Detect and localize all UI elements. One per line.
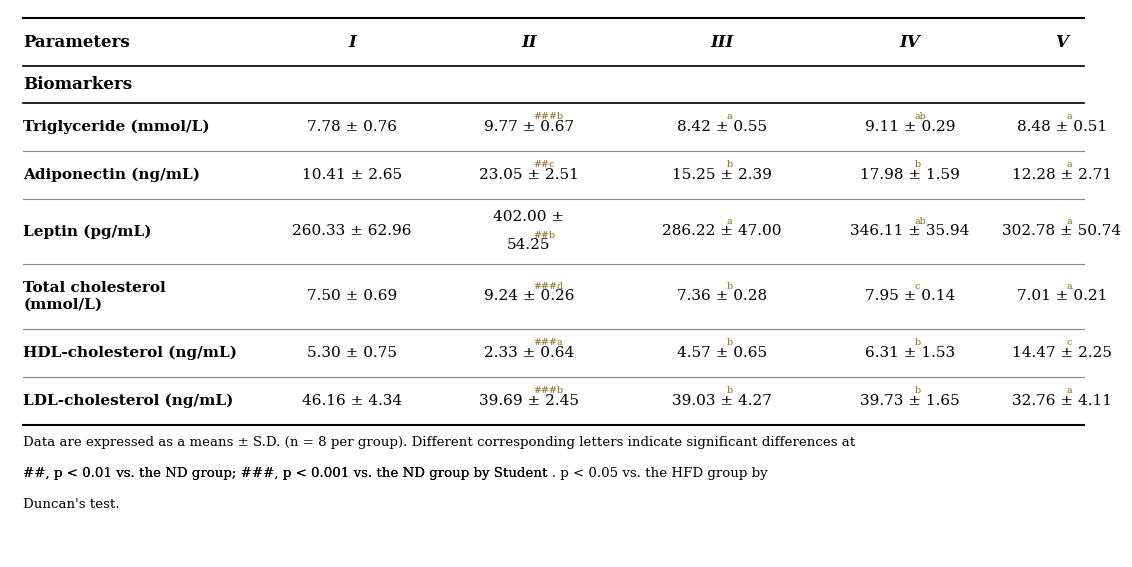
- Text: 39.69 ± 2.45: 39.69 ± 2.45: [479, 393, 578, 408]
- Text: Duncan's test.: Duncan's test.: [24, 498, 120, 511]
- Text: b: b: [727, 338, 732, 347]
- Text: ab: ab: [915, 112, 926, 121]
- Text: a: a: [1066, 386, 1072, 395]
- Text: 402.00 ±: 402.00 ±: [494, 210, 565, 224]
- Text: 39.73 ± 1.65: 39.73 ± 1.65: [860, 393, 960, 408]
- Text: b: b: [727, 160, 732, 170]
- Text: ###a: ###a: [533, 338, 563, 347]
- Text: Leptin (pg/mL): Leptin (pg/mL): [24, 224, 152, 239]
- Text: Parameters: Parameters: [24, 34, 130, 51]
- Text: ###d: ###d: [533, 282, 564, 291]
- Text: 2.33 ± 0.64: 2.33 ± 0.64: [483, 346, 574, 359]
- Text: 346.11 ± 35.94: 346.11 ± 35.94: [850, 225, 970, 238]
- Text: Biomarkers: Biomarkers: [24, 76, 132, 93]
- Text: IV: IV: [900, 34, 920, 51]
- Text: b: b: [915, 386, 920, 395]
- Text: 32.76 ± 4.11: 32.76 ± 4.11: [1012, 393, 1112, 408]
- Text: 54.25: 54.25: [507, 238, 550, 252]
- Text: ##b: ##b: [533, 231, 555, 240]
- Text: a: a: [1066, 112, 1072, 121]
- Text: 12.28 ± 2.71: 12.28 ± 2.71: [1012, 168, 1112, 182]
- Text: 10.41 ± 2.65: 10.41 ± 2.65: [302, 168, 402, 182]
- Text: 302.78 ± 50.74: 302.78 ± 50.74: [1003, 225, 1122, 238]
- Text: 9.11 ± 0.29: 9.11 ± 0.29: [865, 120, 955, 134]
- Text: 7.95 ± 0.14: 7.95 ± 0.14: [865, 289, 955, 303]
- Text: Total cholesterol
(mmol/L): Total cholesterol (mmol/L): [24, 281, 166, 311]
- Text: I: I: [349, 34, 357, 51]
- Text: 39.03 ± 4.27: 39.03 ± 4.27: [672, 393, 772, 408]
- Text: Triglyceride (mmol/L): Triglyceride (mmol/L): [24, 120, 211, 134]
- Text: V: V: [1055, 34, 1069, 51]
- Text: c: c: [1066, 338, 1072, 347]
- Text: 286.22 ± 47.00: 286.22 ± 47.00: [662, 225, 782, 238]
- Text: a: a: [1066, 160, 1072, 170]
- Text: 7.78 ± 0.76: 7.78 ± 0.76: [307, 120, 397, 134]
- Text: 7.01 ± 0.21: 7.01 ± 0.21: [1017, 289, 1107, 303]
- Text: 9.24 ± 0.26: 9.24 ± 0.26: [483, 289, 574, 303]
- Text: 8.48 ± 0.51: 8.48 ± 0.51: [1017, 120, 1107, 134]
- Text: 46.16 ± 4.34: 46.16 ± 4.34: [302, 393, 402, 408]
- Text: b: b: [727, 282, 732, 291]
- Text: II: II: [521, 34, 537, 51]
- Text: 7.50 ± 0.69: 7.50 ± 0.69: [307, 289, 397, 303]
- Text: a: a: [1066, 282, 1072, 291]
- Text: 17.98 ± 1.59: 17.98 ± 1.59: [860, 168, 960, 182]
- Text: b: b: [915, 160, 920, 170]
- Text: ##c: ##c: [533, 160, 555, 170]
- Text: 23.05 ± 2.51: 23.05 ± 2.51: [479, 168, 578, 182]
- Text: III: III: [711, 34, 734, 51]
- Text: 4.57 ± 0.65: 4.57 ± 0.65: [677, 346, 767, 359]
- Text: b: b: [727, 386, 732, 395]
- Text: a: a: [1066, 217, 1072, 226]
- Text: ##, p < 0.01 vs. the ND group; ###, p < 0.001 vs. the ND group by Student t-test: ##, p < 0.01 vs. the ND group; ###, p < …: [24, 467, 804, 480]
- Text: ab: ab: [915, 217, 926, 226]
- Text: 14.47 ± 2.25: 14.47 ± 2.25: [1012, 346, 1112, 359]
- Text: 5.30 ± 0.75: 5.30 ± 0.75: [307, 346, 397, 359]
- Text: 15.25 ± 2.39: 15.25 ± 2.39: [672, 168, 772, 182]
- Text: a: a: [727, 217, 732, 226]
- Text: HDL-cholesterol (ng/mL): HDL-cholesterol (ng/mL): [24, 345, 238, 360]
- Text: ###b: ###b: [533, 112, 564, 121]
- Text: 260.33 ± 62.96: 260.33 ± 62.96: [292, 225, 412, 238]
- Text: c: c: [915, 282, 919, 291]
- Text: 7.36 ± 0.28: 7.36 ± 0.28: [677, 289, 767, 303]
- Text: 9.77 ± 0.67: 9.77 ± 0.67: [483, 120, 574, 134]
- Text: 6.31 ± 1.53: 6.31 ± 1.53: [865, 346, 955, 359]
- Text: 8.42 ± 0.55: 8.42 ± 0.55: [677, 120, 767, 134]
- Text: Data are expressed as a means ± S.D. (n = 8 per group). Different corresponding : Data are expressed as a means ± S.D. (n …: [24, 436, 856, 449]
- Text: ##, p < 0.01 vs. the ND group; ###, p < 0.001 vs. the ND group by Student: ##, p < 0.01 vs. the ND group; ###, p < …: [24, 467, 552, 480]
- Text: ###b: ###b: [533, 386, 564, 395]
- Text: Adiponectin (ng/mL): Adiponectin (ng/mL): [24, 168, 200, 182]
- Text: ##, p < 0.01 vs. the ND group; ###, p < 0.001 vs. the ND group by Student . p < : ##, p < 0.01 vs. the ND group; ###, p < …: [24, 467, 769, 480]
- Text: LDL-cholesterol (ng/mL): LDL-cholesterol (ng/mL): [24, 393, 234, 408]
- Text: a: a: [727, 112, 732, 121]
- Text: b: b: [915, 338, 920, 347]
